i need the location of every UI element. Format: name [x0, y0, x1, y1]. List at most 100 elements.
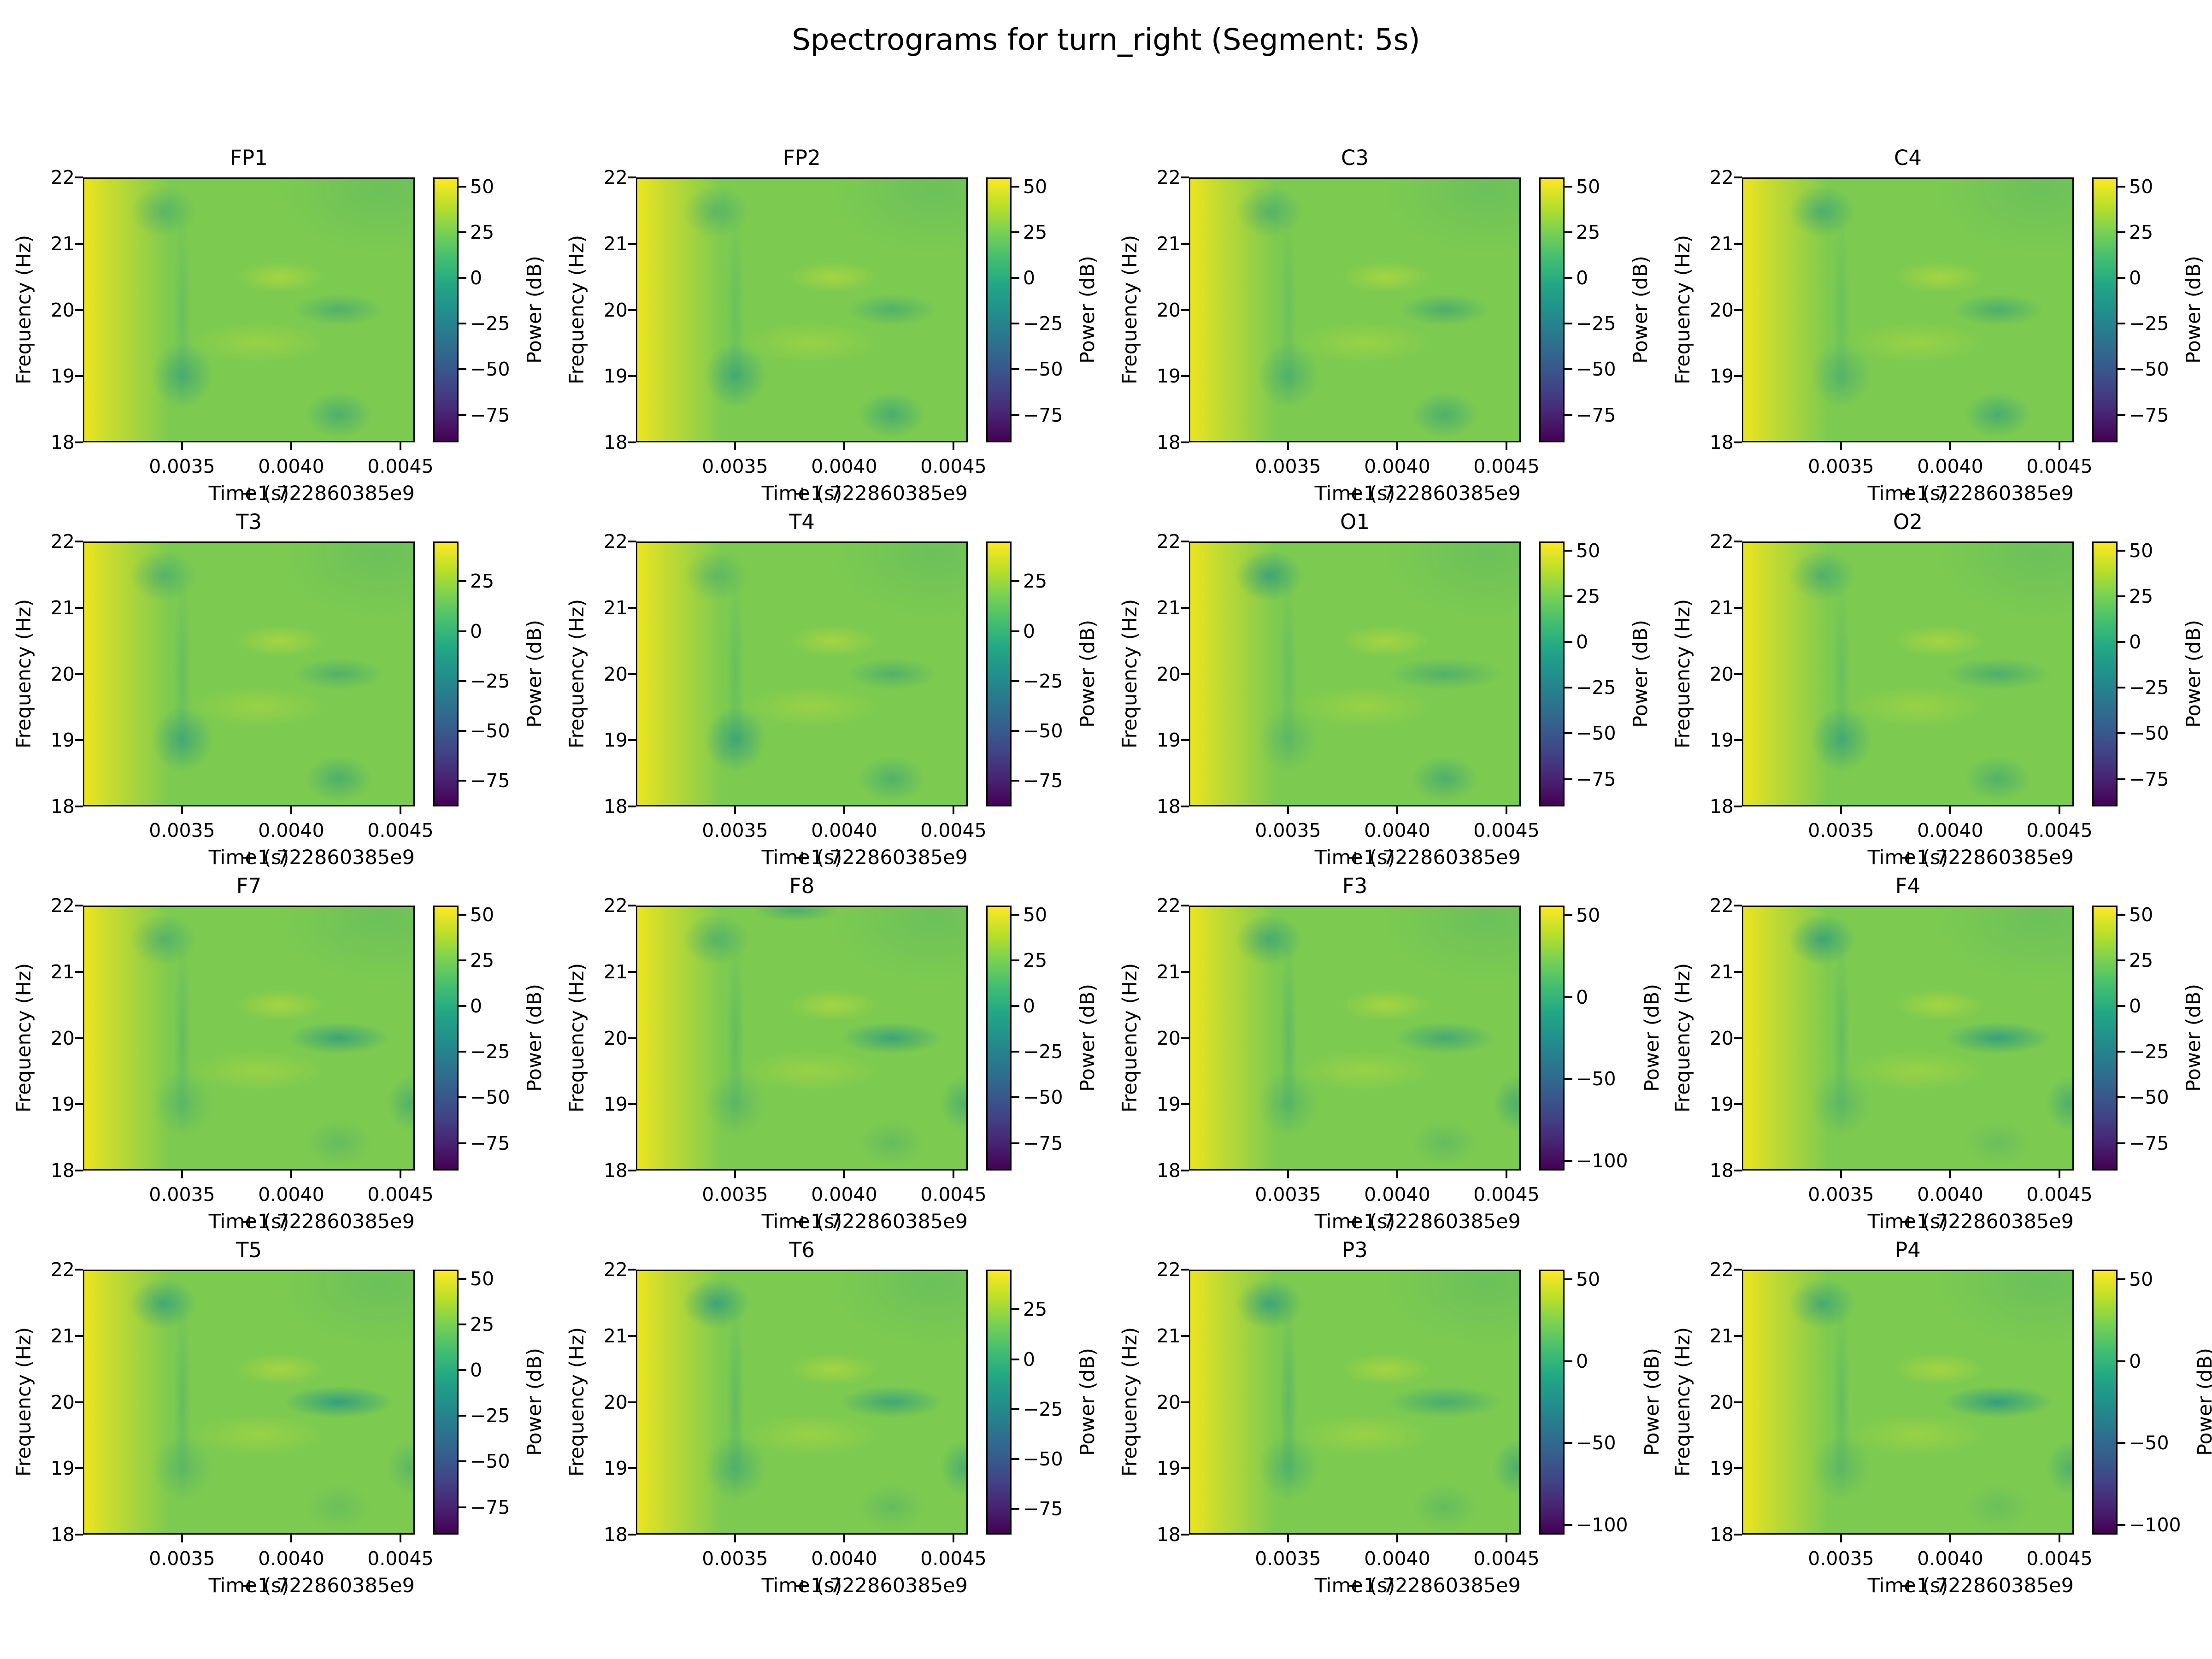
x-tick-label: 0.0040 [1364, 1183, 1430, 1206]
colorbar-tick-mark [459, 1142, 466, 1144]
y-tick-label: 21 [50, 597, 75, 619]
colorbar-tick-mark [1012, 323, 1019, 324]
colorbar-tick-mark [459, 186, 466, 188]
subplot-title: F3 [1342, 874, 1368, 898]
spectrogram-plot [83, 541, 415, 806]
colorbar-tick-label: 50 [470, 1268, 494, 1290]
x-axis-label: Time (s) [761, 482, 842, 505]
colorbar-tick-label: −25 [470, 1041, 510, 1063]
colorbar-tick-label: −75 [470, 1496, 510, 1518]
x-tick-mark [290, 806, 292, 814]
x-tick-mark [1506, 1171, 1507, 1178]
colorbar-tick-mark [2118, 550, 2125, 552]
colorbar-tick-mark [459, 1096, 466, 1098]
colorbar-tick-label: 25 [470, 1313, 494, 1335]
colorbar-tick-label: −25 [470, 1405, 510, 1427]
colorbar-tick-label: 25 [470, 949, 494, 971]
x-tick-mark [1287, 806, 1289, 814]
y-tick-label: 18 [1709, 1524, 1734, 1546]
x-tick-mark [400, 1535, 401, 1542]
y-tick-mark [1734, 905, 1742, 906]
y-tick-mark [75, 1401, 83, 1403]
x-tick-mark [843, 442, 845, 450]
colorbar-tick-label: 25 [470, 221, 494, 243]
x-tick-label: 0.0040 [811, 819, 877, 841]
colorbar-label: Power (dB) [523, 1347, 546, 1456]
x-axis-label: Time (s) [1314, 1574, 1395, 1597]
colorbar [433, 177, 459, 442]
y-tick-mark [628, 1335, 636, 1337]
y-tick-mark [628, 176, 636, 178]
colorbar-tick-mark [1565, 368, 1572, 370]
y-tick-mark [1181, 1170, 1189, 1171]
subplot: T4 Frequency (Hz) Time (s) +1.722860385e… [553, 502, 1106, 869]
x-tick-label: 0.0035 [149, 819, 215, 841]
colorbar-tick-mark [2118, 1442, 2125, 1444]
y-tick-mark [1734, 1103, 1742, 1105]
y-tick-label: 21 [1156, 961, 1181, 983]
y-tick-mark [1181, 1401, 1189, 1403]
y-tick-label: 19 [603, 365, 628, 387]
y-tick-label: 22 [603, 894, 628, 917]
spectrogram-plot [1742, 177, 2074, 442]
subplot: C4 Frequency (Hz) Time (s) +1.722860385e… [1659, 138, 2212, 505]
x-axis-offset-text: +1.722860385e9 [794, 1210, 968, 1233]
y-tick-label: 21 [603, 597, 628, 619]
colorbar-label: Power (dB) [2182, 983, 2205, 1092]
x-tick-mark [1949, 806, 1951, 814]
y-tick-label: 18 [603, 1159, 628, 1182]
colorbar-tick-mark [1012, 231, 1019, 233]
x-tick-mark [181, 442, 183, 450]
x-axis-label: Time (s) [761, 846, 842, 869]
x-tick-mark [2059, 1171, 2060, 1178]
colorbar-tick-label: 0 [2129, 631, 2141, 653]
x-axis-label: Time (s) [1314, 482, 1395, 505]
y-tick-label: 19 [1709, 1093, 1734, 1115]
subplot-title: F8 [789, 874, 815, 898]
colorbar-tick-mark [459, 368, 466, 370]
y-tick-mark [75, 607, 83, 609]
y-tick-label: 20 [603, 1027, 628, 1049]
colorbar-tick-mark [459, 1324, 466, 1325]
colorbar-tick-label: 25 [470, 570, 494, 592]
y-tick-mark [1734, 1467, 1742, 1469]
y-tick-label: 18 [1156, 1159, 1181, 1182]
x-tick-label: 0.0040 [1917, 819, 1983, 841]
x-tick-mark [1506, 806, 1507, 814]
y-tick-label: 18 [50, 795, 75, 818]
y-tick-label: 22 [50, 894, 75, 917]
colorbar-tick-mark [2118, 641, 2125, 643]
colorbar-tick-mark [2118, 323, 2125, 324]
subplot-title: T3 [235, 510, 262, 534]
y-tick-label: 18 [1156, 431, 1181, 453]
y-tick-label: 22 [1156, 530, 1181, 553]
y-tick-mark [1734, 309, 1742, 311]
colorbar-tick-label: −25 [2129, 677, 2169, 699]
x-tick-label: 0.0040 [258, 819, 324, 841]
subplot-title: O2 [1893, 510, 1923, 534]
x-tick-label: 0.0045 [920, 1547, 987, 1570]
y-tick-mark [75, 971, 83, 973]
y-tick-mark [75, 1103, 83, 1105]
x-tick-label: 0.0040 [258, 455, 324, 477]
x-axis-offset-text: +1.722860385e9 [241, 1574, 415, 1597]
x-axis-label: Time (s) [1867, 1574, 1948, 1597]
y-tick-mark [1734, 441, 1742, 443]
colorbar-tick-mark [1565, 595, 1572, 597]
y-tick-label: 20 [50, 1391, 75, 1413]
colorbar-tick-label: −50 [1576, 1432, 1616, 1454]
colorbar-tick-mark [1012, 1458, 1019, 1460]
x-tick-mark [734, 1535, 736, 1542]
colorbar-tick-label: 0 [1576, 986, 1588, 1008]
subplot: F8 Frequency (Hz) Time (s) +1.722860385e… [553, 866, 1106, 1233]
colorbar-tick-label: −25 [1023, 1041, 1063, 1063]
colorbar-tick-mark [1565, 732, 1572, 734]
x-tick-mark [2059, 806, 2060, 814]
x-tick-mark [1840, 442, 1842, 450]
colorbar-tick-label: 50 [1576, 904, 1600, 926]
x-tick-mark [734, 442, 736, 450]
y-tick-mark [1734, 1037, 1742, 1039]
y-tick-mark [1734, 1170, 1742, 1171]
colorbar-tick-label: −50 [1023, 1086, 1063, 1108]
y-tick-label: 18 [50, 1524, 75, 1546]
